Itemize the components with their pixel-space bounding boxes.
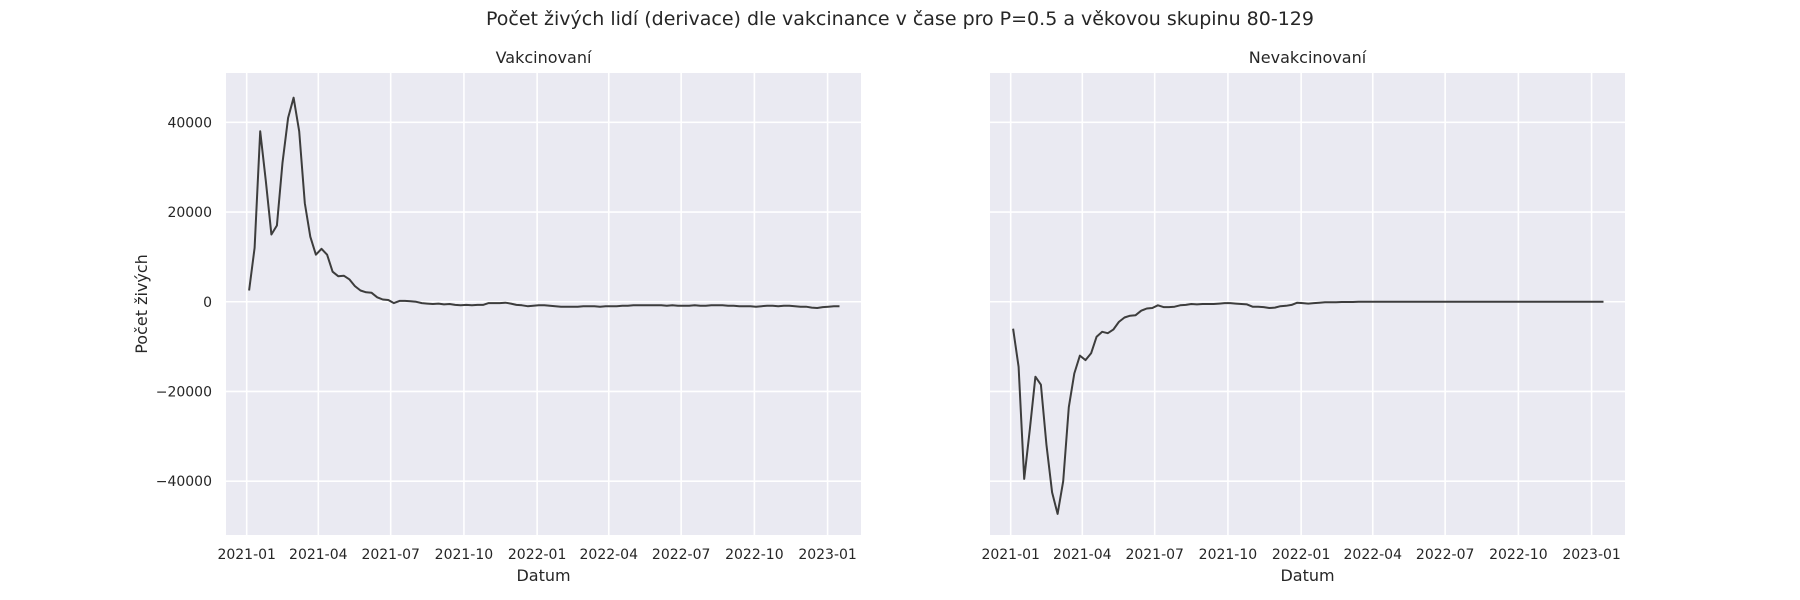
- panel-title: Nevakcinovaní: [1249, 48, 1367, 67]
- series-line: [248, 96, 840, 309]
- x-tick-label: 2021-07: [361, 547, 420, 563]
- y-tick-label: −20000: [156, 384, 212, 400]
- x-axis-label: Datum: [1280, 566, 1334, 585]
- x-tick-label: 2022-04: [1344, 547, 1403, 563]
- x-tick-label: 2021-10: [1199, 547, 1258, 563]
- plot-area: [226, 73, 861, 535]
- panel-nevakcinovani: 2021-01 2021-04 2021-07 2021-10 2022-01 2022-…: [981, 48, 1625, 585]
- x-tick-label: 2021-01: [217, 547, 276, 563]
- panel-vakcinovani: 40000 20000 0 −20000 −40000 2021-01 2021-04 202…: [132, 48, 861, 585]
- x-tick-label: 2021-07: [1125, 547, 1184, 563]
- y-axis-label: Počet živých: [132, 254, 151, 354]
- x-tick-label: 2022-01: [508, 547, 567, 563]
- x-tick-label: 2021-04: [289, 547, 348, 563]
- x-tick-label: 2021-04: [1053, 547, 1112, 563]
- figure-title: Počet živých lidí (derivace) dle vakcina…: [486, 8, 1314, 30]
- panel-title: Vakcinovaní: [496, 48, 592, 67]
- series-line: [1012, 300, 1604, 515]
- y-tick-label: 40000: [167, 115, 212, 131]
- x-tick-label: 2022-01: [1272, 547, 1331, 563]
- x-tick-label: 2022-10: [725, 547, 784, 563]
- x-tick-label: 2021-01: [981, 547, 1040, 563]
- x-tick-label: 2022-04: [580, 547, 639, 563]
- x-tick-label: 2021-10: [435, 547, 494, 563]
- x-tick-label: 2023-01: [1562, 547, 1621, 563]
- x-axis-label: Datum: [516, 566, 570, 585]
- y-tick-label: −40000: [156, 474, 212, 490]
- y-tick-label: 0: [203, 295, 212, 311]
- y-tick-label: 20000: [167, 205, 212, 221]
- x-tick-label: 2023-01: [798, 547, 857, 563]
- x-tick-label: 2022-07: [1416, 547, 1475, 563]
- x-tick-label: 2022-10: [1489, 547, 1548, 563]
- x-tick-label: 2022-07: [652, 547, 711, 563]
